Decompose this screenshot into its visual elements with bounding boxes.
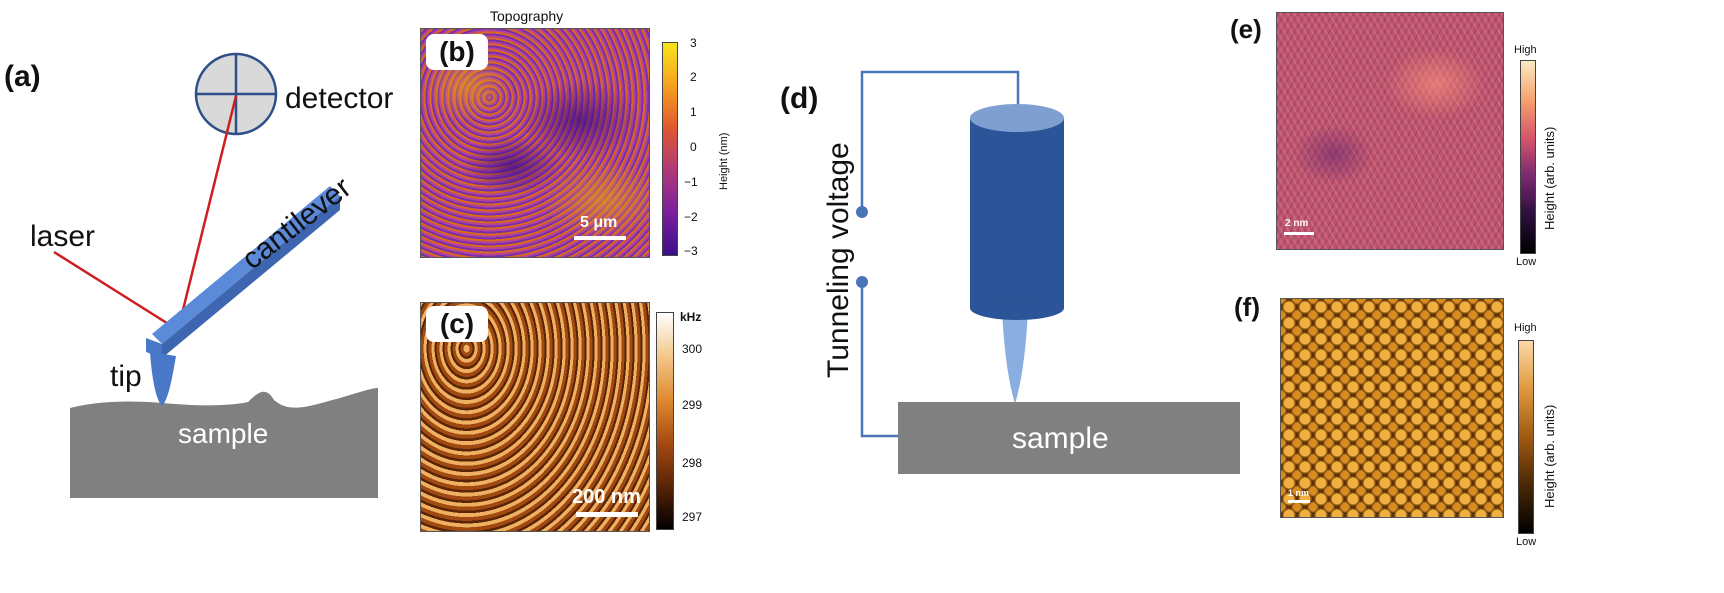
atomic-map-e-scale-bar <box>1284 232 1314 235</box>
atomic-map-f-scale-label: 1 nm <box>1288 488 1310 498</box>
terminal-bottom <box>856 276 868 288</box>
stm-tip-cylinder <box>970 104 1064 320</box>
panel-c-label: (c) <box>426 306 488 342</box>
atomic-map-f-colorbar-low: Low <box>1516 536 1537 548</box>
afm-schematic <box>53 52 378 498</box>
atomic-map-f-colorbar-label: Height (arb. units) <box>1542 404 1557 508</box>
tunneling-voltage-label: Tunneling voltage <box>822 142 855 378</box>
stm-needle <box>1002 310 1028 404</box>
atomic-map-e-colorbar-high: High <box>1514 44 1537 56</box>
cb-tick: 3 <box>690 36 697 50</box>
topography-title: Topography <box>490 8 564 24</box>
tunneling-circuit <box>860 70 1020 438</box>
atomic-map-e <box>1276 12 1504 250</box>
afm-sample <box>70 388 378 498</box>
panel-a-label: (a) <box>4 60 41 93</box>
tip-label: tip <box>110 360 142 393</box>
topography-colorbar <box>662 42 678 256</box>
cb-tick: 298 <box>682 456 703 470</box>
panel-b-label: (b) <box>426 34 488 70</box>
cb-tick: 2 <box>690 70 697 84</box>
stm-sample-label: sample <box>1012 422 1109 455</box>
frequency-scale-label: 200 nm <box>572 486 641 508</box>
detector-label: detector <box>285 82 394 115</box>
topography-scale-bar <box>574 236 626 240</box>
stm-sample <box>898 402 1240 474</box>
detector-icon <box>194 52 278 136</box>
panel-f-label: (f) <box>1234 292 1260 322</box>
afm-sample-label: sample <box>178 418 269 449</box>
topography-scale-label: 5 μm <box>580 214 618 231</box>
atomic-map-e-colorbar-label: Height (arb. units) <box>1542 126 1557 230</box>
cb-tick: −3 <box>684 244 698 258</box>
cb-tick: 1 <box>690 105 697 119</box>
frequency-map <box>420 302 650 532</box>
cb-tick: 300 <box>682 342 703 356</box>
atomic-map-e-colorbar-low: Low <box>1516 256 1537 268</box>
frequency-colorbar-unit: kHz <box>680 310 702 324</box>
atomic-map-e-scale-label: 2 nm <box>1285 218 1309 229</box>
panel-d-label: (d) <box>780 82 819 115</box>
frequency-scale-bar <box>576 512 638 517</box>
laser-label: laser <box>30 220 96 253</box>
panel-e-label: (e) <box>1230 14 1262 44</box>
topography-colorbar-label: Height (nm) <box>718 132 730 190</box>
cb-tick: −1 <box>684 175 698 189</box>
atomic-map-f <box>1280 298 1504 518</box>
atomic-map-f-colorbar-high: High <box>1514 322 1537 334</box>
cb-tick: 299 <box>682 398 703 412</box>
stm-schematic <box>856 70 1240 474</box>
atomic-map-e-colorbar <box>1520 60 1536 254</box>
cb-tick: 297 <box>682 510 703 524</box>
atomic-map-f-colorbar <box>1518 340 1534 534</box>
cantilever <box>146 186 340 358</box>
atomic-map-f-scale-bar <box>1288 500 1310 503</box>
afm-tip <box>150 352 176 406</box>
cb-tick: −2 <box>684 210 698 224</box>
frequency-colorbar <box>656 312 674 530</box>
terminal-top <box>856 206 868 218</box>
cb-tick: 0 <box>690 140 697 154</box>
